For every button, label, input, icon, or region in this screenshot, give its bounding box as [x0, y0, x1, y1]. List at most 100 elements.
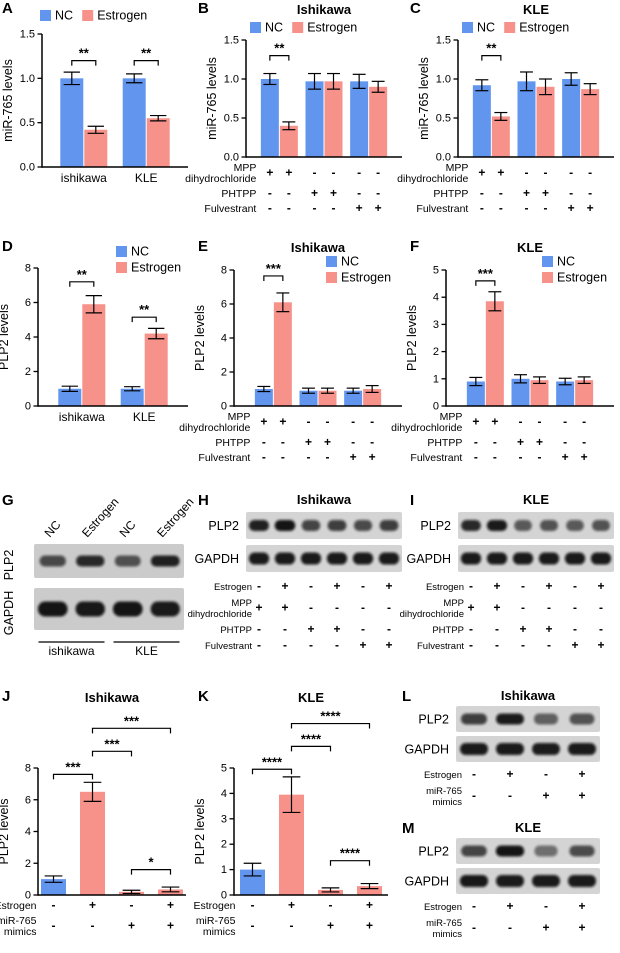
svg-text:MPP: MPP — [231, 598, 252, 609]
svg-text:1.0: 1.0 — [20, 73, 35, 85]
svg-text:Estrogen: Estrogen — [426, 582, 464, 593]
svg-text:Estrogen: Estrogen — [131, 261, 181, 275]
svg-text:miR-765 levels: miR-765 levels — [205, 57, 219, 140]
blot-plp2-gapdh-nc-estrogen: NC Estrogen NC Estrogen PLP2 GAPDH ishikawa KLE — [0, 492, 197, 686]
svg-text:miR-765: miR-765 — [0, 915, 37, 927]
svg-text:Ishikawa: Ishikawa — [297, 2, 352, 17]
panel-m: M KLE PLP2 GAPDH Estrogen - + - + miR-765 mimics -… — [400, 820, 620, 953]
svg-text:+: + — [519, 622, 526, 636]
svg-text:-: - — [326, 415, 330, 429]
panel-label-e: E — [198, 238, 209, 255]
svg-text:Estrogen: Estrogen — [79, 495, 122, 540]
svg-text:-: - — [290, 919, 294, 933]
svg-text:-: - — [563, 435, 567, 449]
svg-text:-: - — [361, 601, 365, 615]
svg-text:ishikawa: ishikawa — [48, 644, 94, 658]
svg-text:-: - — [469, 638, 473, 652]
panel-h: H Ishikawa PLP2 GAPDH Estrogen - + - + - + MPP dihy… — [188, 492, 408, 686]
svg-text:-: - — [474, 450, 478, 464]
svg-text:-: - — [361, 622, 365, 636]
svg-text:-: - — [307, 450, 311, 464]
svg-text:0.0: 0.0 — [20, 162, 35, 174]
svg-text:-: - — [521, 601, 525, 615]
svg-text:MPP: MPP — [440, 411, 463, 423]
svg-text:0: 0 — [221, 890, 227, 902]
svg-text:2: 2 — [25, 858, 31, 870]
svg-text:NC: NC — [557, 255, 575, 269]
svg-text:PLP2 levels: PLP2 levels — [193, 798, 207, 864]
chart-mir765-levels-kle-inhibitors: 0.0 0.5 1.0 1.5 miR-765 levels KLE ** NC Estroge… — [397, 0, 620, 235]
svg-text:-: - — [370, 435, 374, 449]
svg-text:-: - — [469, 622, 473, 636]
svg-text:+: + — [350, 450, 357, 464]
svg-text:+: + — [467, 601, 474, 615]
svg-text:-: - — [309, 579, 313, 593]
panel-label-h: H — [198, 492, 209, 509]
svg-text:-: - — [370, 415, 374, 429]
svg-text:-: - — [472, 789, 476, 803]
svg-text:-: - — [472, 899, 476, 913]
svg-text:-: - — [521, 579, 525, 593]
svg-text:+: + — [89, 898, 96, 912]
svg-text:+: + — [324, 435, 331, 449]
svg-text:-: - — [508, 789, 512, 803]
svg-text:-: - — [547, 601, 551, 615]
svg-text:miR-765 levels: miR-765 levels — [1, 59, 15, 142]
svg-text:ishikawa: ishikawa — [61, 171, 107, 185]
svg-text:PLP2 levels: PLP2 levels — [193, 305, 207, 371]
svg-text:+: + — [167, 919, 174, 933]
svg-text:+: + — [366, 919, 373, 933]
svg-text:MPP: MPP — [228, 411, 251, 423]
svg-text:0.5: 0.5 — [20, 117, 35, 129]
svg-text:+: + — [578, 767, 585, 781]
svg-text:PLP2 levels: PLP2 levels — [405, 305, 419, 371]
svg-text:****: **** — [320, 709, 341, 724]
svg-text:***: *** — [266, 261, 282, 276]
svg-text:1.5: 1.5 — [20, 29, 35, 41]
svg-text:1.5: 1.5 — [224, 35, 239, 47]
chart-plp2-levels-kle-inhibitors: 0 1 2 3 4 5 PLP2 levels KLE *** NC Estrogen MPP dihy… — [391, 238, 620, 490]
svg-text:-: - — [569, 186, 573, 200]
svg-text:-: - — [573, 579, 577, 593]
panel-k: K 0 1 2 3 4 5 PLP2 levels KLE **** **** **** **** Es… — [193, 688, 400, 953]
svg-text:+: + — [597, 638, 604, 652]
svg-text:+: + — [356, 201, 363, 215]
svg-text:-: - — [573, 601, 577, 615]
svg-text:4: 4 — [25, 826, 31, 838]
svg-text:Estrogen: Estrogen — [341, 271, 391, 285]
svg-text:-: - — [376, 166, 380, 180]
svg-text:****: **** — [262, 754, 283, 769]
svg-text:+: + — [491, 415, 498, 429]
svg-text:6: 6 — [25, 794, 31, 806]
svg-text:NC: NC — [265, 21, 283, 35]
svg-text:PHTPP: PHTPP — [220, 625, 252, 636]
svg-text:+: + — [493, 579, 500, 593]
svg-text:-: - — [495, 638, 499, 652]
svg-text:1: 1 — [221, 864, 227, 876]
svg-text:-: - — [357, 166, 361, 180]
svg-text:8: 8 — [25, 263, 31, 275]
svg-text:1.0: 1.0 — [436, 74, 451, 86]
svg-text:miR-765: miR-765 — [426, 786, 462, 797]
svg-text:+: + — [478, 166, 485, 180]
svg-text:+: + — [562, 450, 569, 464]
svg-text:-: - — [544, 767, 548, 781]
svg-text:0.5: 0.5 — [224, 113, 239, 125]
svg-text:-: - — [599, 601, 603, 615]
svg-text:dihydrochloride: dihydrochloride — [179, 422, 250, 434]
svg-text:+: + — [571, 638, 578, 652]
svg-text:-: - — [519, 450, 523, 464]
panel-label-l: L — [402, 688, 412, 705]
svg-text:8: 8 — [221, 265, 227, 277]
svg-text:+: + — [305, 435, 312, 449]
svg-text:-: - — [313, 201, 317, 215]
svg-text:PLP2: PLP2 — [2, 550, 16, 581]
svg-text:PLP2: PLP2 — [418, 845, 449, 859]
svg-text:PLP2 levels: PLP2 levels — [0, 798, 11, 864]
svg-text:Estrogen: Estrogen — [0, 900, 37, 912]
svg-text:dihydrochloride: dihydrochloride — [185, 173, 256, 185]
svg-text:MPP: MPP — [443, 598, 464, 609]
svg-text:1: 1 — [433, 373, 439, 385]
